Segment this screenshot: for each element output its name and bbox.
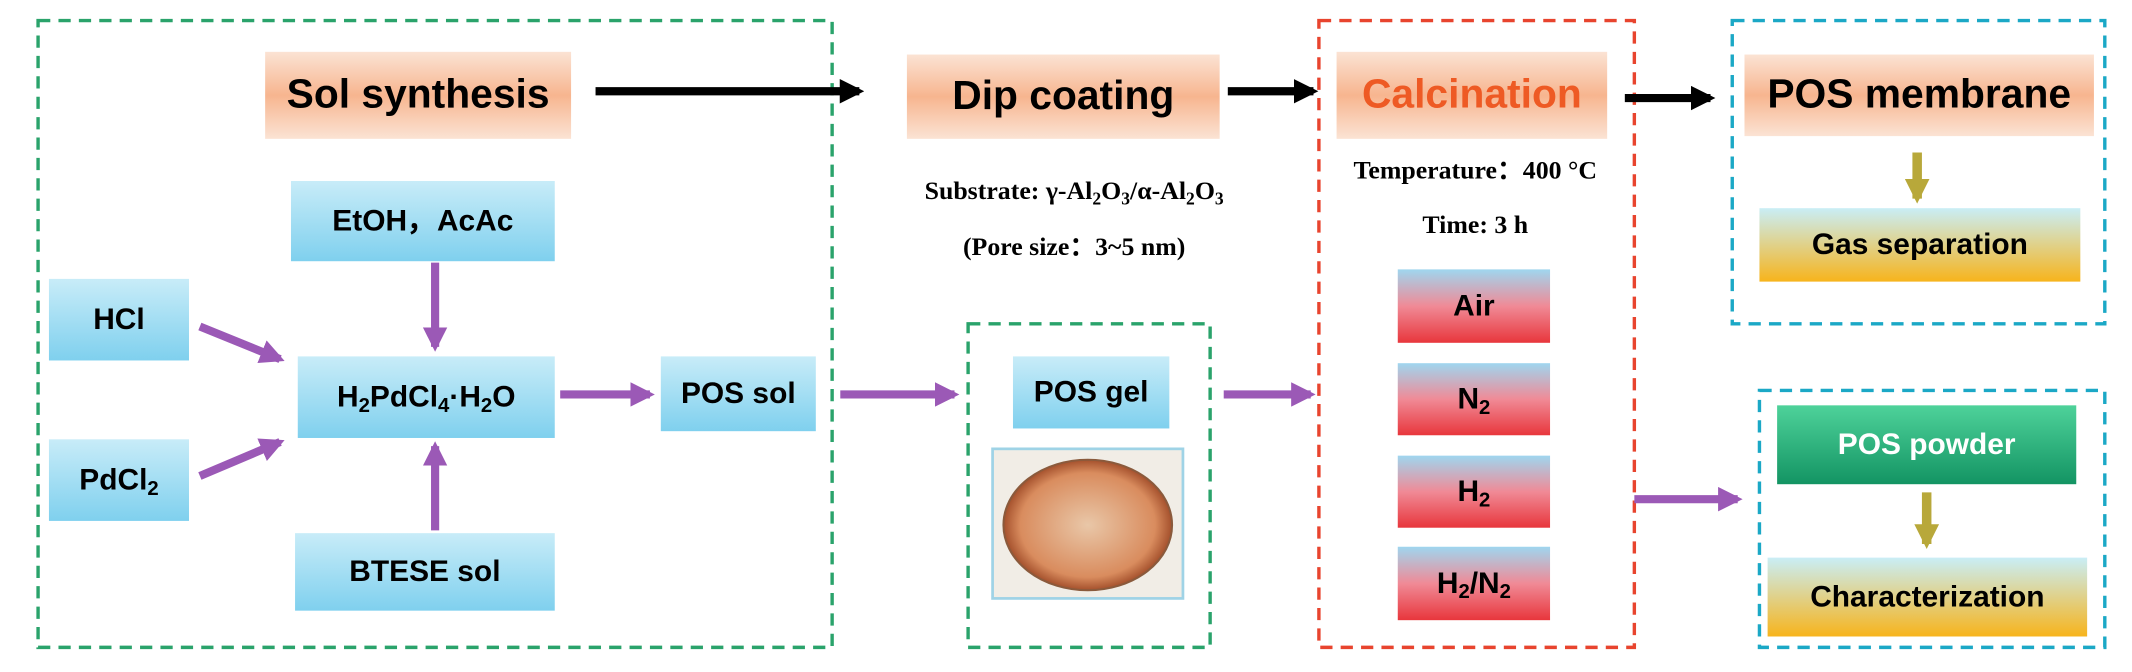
node-label: BTESE sol [349,555,500,588]
annotation: Time: 3 h [1422,210,1528,239]
text-part: H [1437,567,1459,600]
node-box [48,439,189,521]
node-box [295,533,555,611]
node-label: Calcination [1362,70,1582,116]
text-part: H [337,380,359,413]
subscript: 2 [1479,490,1490,512]
text-part: H [1457,475,1479,508]
node-box [1397,455,1551,528]
node-box [1397,363,1551,436]
dashed-frames [36,18,2107,650]
subscript: 2 [1479,397,1490,419]
annotation: Temperature：400 °C [1354,156,1597,185]
text-part: /α-Al [1129,176,1186,205]
text-part: O [492,380,515,413]
text-part: /N [1470,567,1500,600]
node-box [1759,208,2081,282]
text-part: ·H [449,380,481,413]
annotation: Substrate: γ-Al2O3/α-Al2O3 [925,176,1224,208]
node-label: EtOH，AcAc [332,204,513,237]
frame [36,18,834,650]
annotation: (Pore size：3~5 nm) [963,232,1185,261]
node-label: Air [1453,289,1495,322]
node-box [1397,546,1551,621]
subscript: 2 [1092,188,1101,208]
node-label: POS membrane [1767,70,2071,116]
text-part: Substrate: γ-Al [925,176,1093,205]
subscript: 2 [147,478,158,500]
petri-dish [1002,458,1174,592]
node-label: H2/N2 [1437,567,1511,604]
node-label: Dip coating [952,72,1174,118]
node-box [265,51,572,139]
subscript: 2 [1458,582,1469,604]
subscript: 3 [1215,188,1224,208]
frame [1757,388,2107,650]
frame [966,322,1212,650]
node-label: POS sol [681,377,796,410]
frame [1730,18,2107,326]
node-label: HCl [93,303,145,336]
text-part: O [1101,176,1121,205]
arrows [198,79,1940,549]
node-box [1767,557,2088,637]
text-part: N [1457,382,1479,415]
node-box [660,356,816,432]
subscript: 4 [438,395,450,417]
subscript: 2 [359,395,370,417]
node-label: Characterization [1810,580,2044,613]
node-label: Gas separation [1812,228,2028,261]
frame [1317,18,1637,650]
node-label: N2 [1457,382,1490,419]
subscript: 2 [1500,582,1511,604]
node-box [1744,54,2094,137]
node-box [1012,356,1170,429]
subscript: 2 [1186,188,1195,208]
node-box [1777,405,2077,485]
node-box [906,54,1220,139]
node-box [297,356,555,438]
text-part: PdCl [79,463,147,496]
arrow [198,438,285,480]
text-part: PdCl [370,380,438,413]
node-box [1336,51,1608,139]
node-label: H2PdCl4·H2O [337,380,515,417]
arrow [198,322,285,364]
node-label: POS gel [1034,376,1149,409]
subscript: 3 [1121,188,1130,208]
subscript: 2 [481,395,492,417]
node-label: H2 [1457,475,1490,512]
node-box [48,278,189,361]
node-label: PdCl2 [79,463,158,500]
node-label: POS powder [1838,428,2016,461]
text-part: O [1195,176,1215,205]
photo [991,447,1185,600]
node-label: Sol synthesis [287,70,550,116]
node-box [290,180,555,262]
node-box [1397,269,1551,343]
